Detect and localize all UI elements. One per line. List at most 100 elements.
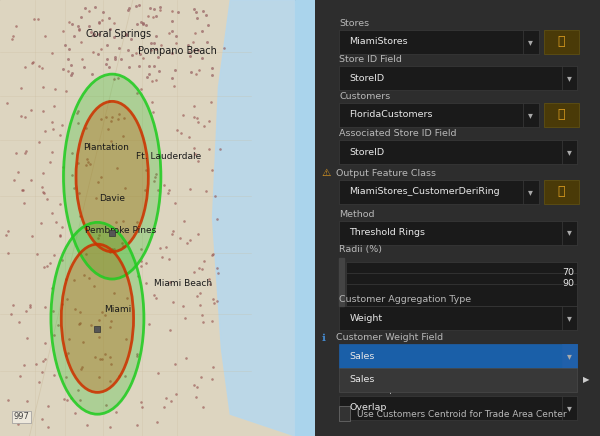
Point [190,150,200,157]
Text: 70: 70 [562,268,574,277]
Bar [339,30,539,54]
Point [74,27,83,34]
Point [184,49,194,56]
Point [205,276,214,283]
Text: Miami Beach: Miami Beach [154,279,212,288]
Point [126,36,136,43]
Point [61,88,71,95]
Point [166,326,175,333]
Point [92,194,101,201]
Point [124,6,133,13]
Bar [339,103,539,127]
Point [53,322,63,329]
Point [38,83,47,90]
Point [86,28,95,35]
Point [109,76,119,83]
Point [109,245,119,252]
Text: ▾: ▾ [567,228,572,238]
Point [107,360,116,367]
Point [118,133,128,140]
Point [155,245,165,252]
Text: Threshold Rings: Threshold Rings [349,228,425,237]
Point [199,257,208,264]
Text: ▾: ▾ [567,147,572,157]
Point [132,20,142,27]
Point [151,33,161,40]
Point [127,51,137,58]
Point [167,8,176,15]
Point [82,422,92,429]
Bar [339,396,577,420]
Point [26,303,35,310]
Point [74,320,83,327]
Point [132,90,142,97]
Point [109,290,119,296]
Point [144,320,154,327]
Text: ⚠: ⚠ [321,168,331,178]
Point [3,249,13,256]
Point [80,4,89,11]
Bar [346,273,577,294]
Point [188,39,197,46]
Point [185,52,195,59]
Point [147,78,157,85]
Point [46,159,55,166]
Point [153,187,163,194]
Point [19,199,29,206]
Bar [339,258,344,306]
Point [132,353,142,360]
Point [167,75,176,82]
Point [151,45,160,52]
Point [181,354,190,361]
Point [208,296,218,303]
Point [28,232,37,239]
Text: Ft. Lauderdale: Ft. Lauderdale [136,152,201,161]
Point [179,218,189,225]
Point [106,138,115,145]
Point [104,98,113,105]
Point [26,177,36,184]
Point [135,50,145,57]
Point [55,132,65,139]
Text: Pembroke Pines: Pembroke Pines [85,226,157,235]
Text: MiamiStores_CustomerDeriRing: MiamiStores_CustomerDeriRing [349,187,500,196]
Point [36,219,46,226]
Point [101,61,111,68]
Point [81,125,91,132]
Bar [562,66,577,90]
Text: Stores: Stores [339,19,370,27]
Point [148,109,158,116]
Point [199,404,208,411]
Point [25,302,35,309]
Point [67,70,76,77]
Point [118,217,127,224]
Text: Davie: Davie [99,194,125,203]
Point [40,340,49,347]
Bar [523,103,539,127]
Text: FloridaCustomers: FloridaCustomers [349,110,433,119]
Text: Method: Method [339,210,375,218]
Point [37,183,47,190]
Point [94,317,104,324]
Point [66,395,76,402]
Point [2,100,12,107]
Point [73,386,83,393]
Text: ▶: ▶ [583,375,589,384]
Point [58,65,68,72]
Point [40,355,50,362]
Point [84,275,94,282]
Point [88,70,97,77]
Point [67,172,77,179]
Point [66,61,76,68]
Text: Customer Aggregation Type: Customer Aggregation Type [339,295,472,304]
Point [98,309,107,316]
Point [8,302,17,309]
Point [142,74,152,81]
Point [61,276,71,283]
Point [191,8,201,15]
Point [37,65,46,72]
Point [47,148,56,155]
Text: StoreID: StoreID [349,148,385,157]
Point [49,103,59,110]
Polygon shape [212,0,295,436]
